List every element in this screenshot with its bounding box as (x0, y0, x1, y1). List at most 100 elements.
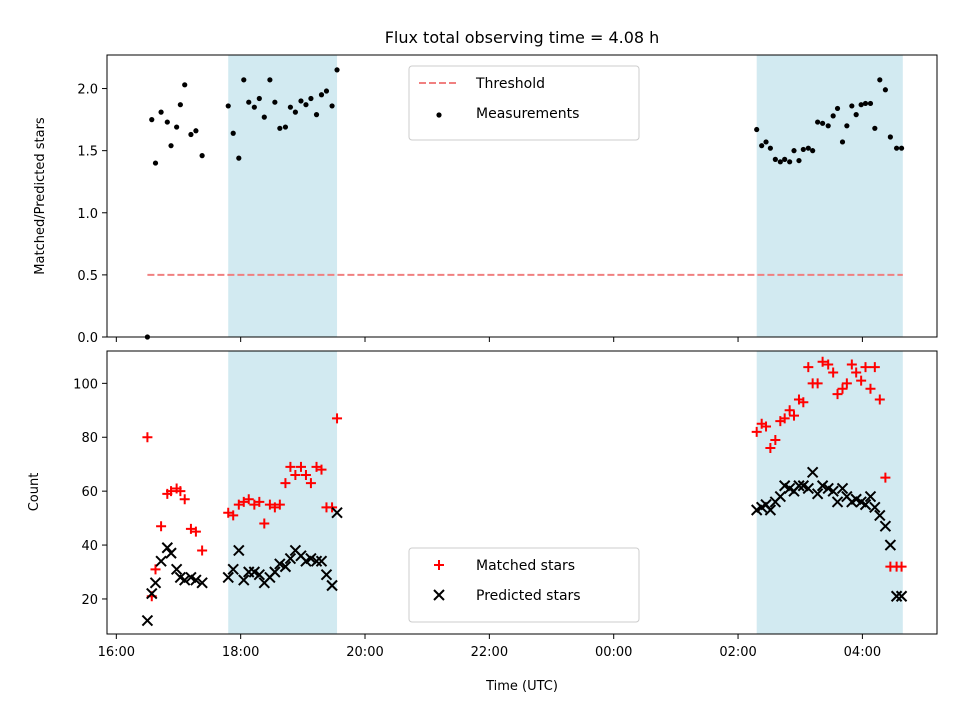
data-point-matched (798, 397, 809, 408)
bottom-panel: 20 40 60 80 100 16:00 18:00 20:00 22:00 00:00 02:0… (73, 350, 938, 660)
data-point-predicted (269, 566, 281, 578)
data-point-measurement (334, 67, 340, 73)
data-point-predicted (141, 614, 154, 627)
data-point-matched (765, 443, 776, 454)
data-point-predicted (874, 509, 886, 522)
data-point-measurement (225, 103, 231, 109)
data-point-predicted (831, 496, 844, 508)
data-point-measurement (767, 145, 773, 151)
data-point-matched (865, 383, 876, 394)
data-point-predicted (836, 482, 849, 495)
data-point-measurement (261, 114, 267, 120)
data-point-predicted (233, 544, 245, 557)
data-point-predicted (895, 590, 908, 602)
plot-frame (106, 54, 938, 338)
data-point-predicted (764, 504, 777, 516)
data-point-measurement (872, 125, 878, 131)
data-point-measurement (272, 99, 278, 105)
data-point-predicted (859, 498, 872, 511)
data-point-measurement (787, 159, 793, 165)
x-axis-label: Time (UTC) (485, 679, 558, 694)
data-point-matched (846, 359, 857, 370)
data-point-matched (823, 359, 834, 370)
y-tick-label: 0.5 (77, 269, 98, 284)
data-point-predicted (238, 574, 250, 586)
data-point-predicted (170, 563, 183, 576)
data-point-predicted (165, 547, 177, 559)
legend-measurement-swatch (436, 112, 442, 118)
data-point-measurement (329, 103, 335, 109)
data-point-matched (166, 486, 177, 497)
data-point-matched (779, 413, 790, 424)
data-point-predicted (149, 577, 162, 589)
data-point-measurement (267, 77, 273, 83)
data-point-predicted (196, 577, 208, 589)
data-point-measurement (782, 156, 788, 162)
data-point-predicted (827, 485, 839, 497)
data-point-matched (197, 545, 208, 556)
data-point-measurement (805, 145, 811, 151)
data-point-predicted (315, 555, 328, 567)
data-point-predicted (802, 482, 815, 495)
x-tick-label: 22:00 (471, 645, 508, 660)
data-point-measurement (158, 109, 164, 115)
data-point-measurement (830, 113, 836, 119)
data-point-matched (832, 389, 843, 400)
shaded-interval-1 (756, 55, 903, 337)
data-point-measurement (763, 139, 769, 145)
x-tick-label: 20:00 (346, 645, 383, 660)
data-point-measurement (862, 100, 869, 107)
data-point-measurement (152, 160, 159, 166)
data-point-matched (332, 413, 343, 424)
data-point-matched (812, 378, 823, 389)
data-point-matched (784, 405, 795, 416)
data-point-matched (156, 521, 167, 532)
data-point-measurement (246, 99, 252, 105)
data-point-matched (874, 394, 885, 405)
y-tick-label: 1.5 (77, 145, 98, 160)
data-point-matched (761, 421, 772, 432)
x-tick-label: 00:00 (595, 645, 632, 660)
data-point-measurement (313, 112, 320, 118)
data-point-predicted (284, 552, 297, 565)
data-point-measurement (318, 92, 325, 98)
bottom-y-axis-label: Count (27, 473, 42, 512)
data-point-matched (316, 464, 327, 475)
data-point-matched (869, 362, 880, 373)
y-tick-label: 1.0 (77, 207, 98, 222)
data-point-matched (274, 499, 285, 510)
data-point-measurement (164, 119, 170, 125)
data-point-measurement (825, 123, 831, 129)
y-tick-label: 20 (81, 593, 98, 608)
shaded-interval-1 (756, 351, 903, 634)
data-point-predicted (774, 490, 787, 503)
data-point-measurement (772, 156, 778, 162)
data-point-predicted (305, 552, 317, 565)
data-point-matched (770, 434, 781, 445)
data-point-predicted (253, 568, 266, 581)
data-point-matched (142, 432, 153, 443)
top-panel: 0.0 0.5 1.0 1.5 2.0 Threshold Measurements (77, 54, 938, 346)
data-point-measurement (839, 139, 846, 145)
data-point-matched (837, 383, 848, 394)
data-point-measurement (858, 102, 864, 108)
data-point-matched (190, 526, 201, 537)
data-point-measurement (898, 145, 905, 151)
x-tick-label: 02:00 (719, 645, 756, 660)
data-point-measurement (174, 124, 180, 130)
data-point-measurement (777, 159, 783, 165)
shaded-interval-0 (228, 55, 338, 337)
data-point-matched (228, 510, 239, 521)
data-point-measurement (241, 77, 247, 83)
data-point-measurement (820, 120, 826, 126)
data-point-predicted (884, 539, 897, 551)
y-tick-label: 40 (81, 539, 98, 554)
data-point-matched (243, 494, 254, 505)
shaded-interval-0 (228, 351, 338, 634)
data-point-matched (856, 375, 867, 386)
data-point-predicted (811, 488, 824, 500)
legend: Threshold Measurements (408, 65, 640, 141)
data-point-matched (150, 564, 161, 575)
data-point-matched (327, 502, 338, 513)
data-point-matched (851, 367, 862, 378)
